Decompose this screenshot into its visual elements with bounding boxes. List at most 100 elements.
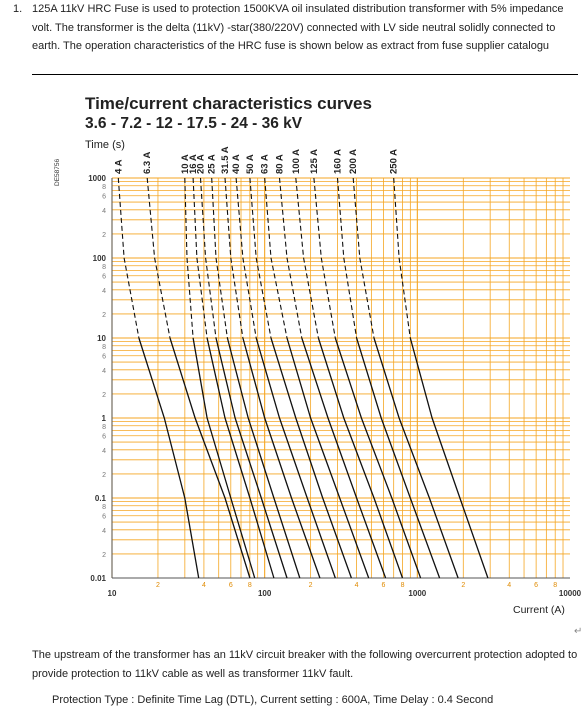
x-tick-label: 4 [202, 582, 206, 589]
curve-rating-label: 100 A [291, 149, 302, 174]
fuse-curve [270, 337, 353, 579]
fuse-curve-dashed [184, 177, 194, 339]
fuse-curve [226, 337, 301, 579]
fuse-curve [286, 337, 370, 579]
protection-line: Protection Type : Definite Time Lag (DTL… [52, 694, 494, 706]
fuse-curve-dashed [146, 177, 171, 339]
fuse-curve-dashed [192, 177, 208, 339]
x-tick-label: 4 [507, 582, 511, 589]
y-tick-label: 8 [102, 264, 106, 271]
fuse-curve [301, 337, 387, 579]
fuse-curve-dashed [295, 177, 319, 339]
curve-rating-label: 4 A [113, 159, 124, 174]
y-tick-label: 6 [102, 274, 106, 281]
curve-rating-label: 250 A [389, 149, 400, 174]
y-tick-label: 0.1 [95, 494, 107, 503]
curve-rating-label: 10 A [180, 154, 191, 174]
curve-rating-label: 200 A [348, 149, 359, 174]
x-tick-label: 8 [553, 582, 557, 589]
curve-rating-label: 25 A [207, 154, 218, 174]
x-tick-label: 10000 [559, 589, 582, 598]
y-tick-label: 8 [102, 344, 106, 351]
y-tick-label: 1 [102, 414, 107, 423]
fuse-curve-dashed [117, 177, 140, 339]
curve-rating-label: 63 A [260, 154, 271, 174]
paragraph-mark: ↵ [574, 626, 583, 637]
y-tick-label: 8 [102, 184, 106, 191]
y-tick-label: 6 [102, 514, 106, 521]
fuse-curve-dashed [211, 177, 228, 339]
x-tick-label: 6 [534, 582, 538, 589]
y-tick-label: 2 [102, 552, 106, 559]
curve-rating-label: 50 A [245, 154, 256, 174]
x-tick-label: 6 [382, 582, 386, 589]
fuse-curve-dashed [235, 177, 257, 339]
y-tick-label: 6 [102, 434, 106, 441]
fuse-curve-dashed [224, 177, 244, 339]
y-tick-label: 4 [102, 368, 106, 375]
y-tick-label: 10 [97, 334, 106, 343]
fuse-curve [373, 337, 459, 579]
y-tick-label: 8 [102, 424, 106, 431]
y-axis-label: Time (s) [85, 139, 125, 151]
y-tick-label: 2 [102, 312, 106, 319]
curve-rating-label: 125 A [309, 149, 320, 174]
fuse-curve-dashed [264, 177, 288, 339]
x-tick-label: 8 [401, 582, 405, 589]
y-tick-label: 4 [102, 528, 106, 535]
fuse-curve [169, 337, 251, 579]
curve-rating-label: 80 A [275, 154, 286, 174]
question-number: 1. [13, 3, 23, 15]
fuse-curve [138, 337, 200, 579]
fuse-curve [206, 337, 275, 579]
fuse-curve-dashed [278, 177, 303, 339]
fuse-curve-dashed [199, 177, 217, 339]
fuse-curve [255, 337, 336, 579]
x-tick-label: 6 [229, 582, 233, 589]
x-axis-label: Current (A) [513, 604, 565, 616]
x-tick-label: 100 [258, 589, 272, 598]
fuse-curve [192, 337, 256, 579]
chart-subtitle: 3.6 - 7.2 - 12 - 17.5 - 24 - 36 kV [85, 115, 303, 132]
fuse-time-current-chart: 0.0124680.124681246810246810024681000102… [88, 146, 582, 598]
fuse-curve [215, 337, 288, 579]
fuse-curve-dashed [313, 177, 336, 339]
x-tick-label: 10 [108, 589, 117, 598]
curve-rating-label: 20 A [196, 154, 207, 174]
y-tick-label: 6 [102, 354, 106, 361]
x-tick-label: 2 [156, 582, 160, 589]
y-tick-label: 100 [93, 254, 107, 263]
y-tick-label: 4 [102, 208, 106, 215]
fuse-curve [317, 337, 404, 579]
fuse-curve-dashed [249, 177, 272, 339]
upstream-paragraph: The upstream of the transformer has an 1… [32, 649, 578, 680]
y-tick-label: 6 [102, 194, 106, 201]
fuse-curve-dashed [352, 177, 375, 339]
y-tick-label: 4 [102, 288, 106, 295]
fuse-curve-dashed [336, 177, 358, 339]
y-tick-label: 8 [102, 504, 106, 511]
x-tick-label: 1000 [408, 589, 426, 598]
x-tick-label: 4 [355, 582, 359, 589]
x-tick-label: 2 [309, 582, 313, 589]
y-tick-label: 0.01 [90, 574, 106, 583]
y-tick-label: 4 [102, 448, 106, 455]
x-tick-label: 8 [248, 582, 252, 589]
fuse-curve-dashed [393, 177, 411, 339]
curve-rating-label: 160 A [333, 149, 344, 174]
fuse-curve [334, 337, 422, 579]
curve-rating-label: 16 A [188, 154, 199, 174]
fuse-curve [355, 337, 441, 579]
question-text: 125A 11kV HRC Fuse is used to protection… [32, 3, 564, 52]
curve-rating-label: 6.3 A [142, 152, 153, 174]
chart-title: Time/current characteristics curves [85, 94, 372, 113]
curve-rating-label: 31.5 A [220, 146, 231, 174]
y-tick-label: 2 [102, 472, 106, 479]
fuse-curve [242, 337, 321, 579]
y-tick-label: 1000 [88, 174, 106, 183]
x-tick-label: 2 [461, 582, 465, 589]
y-tick-label: 2 [102, 392, 106, 399]
fuse-curve [409, 337, 489, 579]
curve-rating-label: 40 A [231, 154, 242, 174]
y-tick-label: 2 [102, 232, 106, 239]
